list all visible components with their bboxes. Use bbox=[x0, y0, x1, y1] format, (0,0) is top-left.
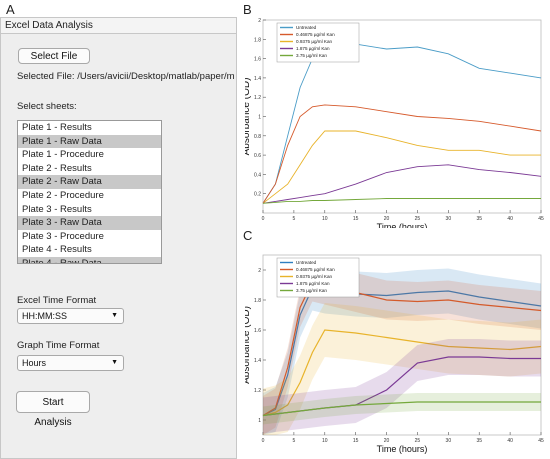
panel-letter-a: A bbox=[6, 2, 15, 17]
sheet-list-item[interactable]: Plate 1 - Results bbox=[22, 122, 92, 133]
series-line bbox=[262, 198, 541, 204]
y-axis-label: Absorbance (OD) bbox=[245, 306, 252, 384]
x-tick-label: 30 bbox=[446, 216, 452, 222]
x-tick-label: 25 bbox=[415, 216, 421, 222]
y-tick-label: 0.6 bbox=[254, 153, 261, 159]
excel-time-format-dropdown[interactable]: HH:MM:SS ▼ bbox=[17, 308, 124, 324]
chart-b: 0 5 10 15 20 25 30 35 40 45 0.2 0.4 0.6 0.8 1 1.2 1.4 1.6… bbox=[245, 18, 544, 228]
panel-letter-c: C bbox=[243, 228, 253, 243]
y-tick-label: 1.8 bbox=[254, 298, 261, 304]
sheet-list-item[interactable]: Plate 2 - Procedure bbox=[22, 189, 104, 201]
series-band bbox=[263, 339, 541, 434]
triangle-down-icon: ▼ bbox=[111, 359, 118, 366]
chart-c: 0 5 10 15 20 25 30 35 40 45 1 1.2 1.4 1.6 1.8 2 Time (ho… bbox=[245, 254, 544, 454]
select-file-button[interactable]: Select File bbox=[18, 48, 90, 64]
series-line bbox=[262, 104, 542, 204]
legend: Untreated 0.46875 µg/ml Kan 0.9375 µg/ml K… bbox=[276, 257, 360, 298]
y-tick-label: 1.6 bbox=[254, 57, 261, 63]
y-tick-label: 1.2 bbox=[254, 95, 261, 101]
y-tick-label: 1.4 bbox=[254, 358, 261, 364]
series-line bbox=[262, 329, 542, 417]
series-band bbox=[263, 265, 541, 435]
start-analysis-button[interactable]: Start Analysis bbox=[16, 391, 90, 428]
series-band bbox=[263, 262, 541, 435]
y-tick-label: 0.8 bbox=[254, 134, 261, 140]
legend-label: Untreated bbox=[296, 260, 317, 265]
triangle-down-icon: ▼ bbox=[111, 312, 118, 319]
panel-letter-b: B bbox=[243, 2, 252, 17]
x-tick-label: 10 bbox=[322, 438, 328, 444]
x-tick-label: 20 bbox=[384, 438, 390, 444]
y-tick-label: 2 bbox=[258, 18, 261, 24]
sheet-list-item[interactable]: Plate 4 - Raw Data bbox=[18, 256, 161, 263]
x-tick-label: 5 bbox=[292, 438, 295, 444]
y-tick-label: 1 bbox=[258, 418, 261, 424]
x-tick-label: 35 bbox=[476, 438, 482, 444]
x-tick-label: 5 bbox=[292, 216, 295, 222]
window-title: Excel Data Analysis bbox=[1, 18, 236, 34]
selected-file-text: Selected File: /Users/avicii/Desktop/mat… bbox=[17, 71, 235, 82]
sheet-list-item[interactable]: Plate 3 - Results bbox=[22, 203, 92, 215]
x-axis-label: Time (hours) bbox=[377, 444, 428, 454]
x-tick-label: 15 bbox=[353, 216, 359, 222]
legend-label: Untreated bbox=[296, 25, 317, 30]
series-line bbox=[262, 130, 541, 204]
series-band bbox=[263, 393, 541, 425]
legend-label: 0.46875 µg/ml Kan bbox=[296, 267, 335, 272]
series-line bbox=[262, 401, 541, 417]
select-sheets-label: Select sheets: bbox=[17, 101, 77, 112]
sheet-list-item[interactable]: Plate 1 - Procedure bbox=[22, 149, 104, 161]
x-tick-label: 40 bbox=[507, 216, 513, 222]
x-tick-label: 25 bbox=[415, 438, 421, 444]
x-tick-label: 10 bbox=[322, 216, 328, 222]
y-tick-label: 1.8 bbox=[254, 37, 261, 43]
graph-time-format-label: Graph Time Format bbox=[17, 340, 100, 351]
sheet-list-item[interactable]: Plate 1 - Raw Data bbox=[18, 134, 161, 149]
legend-label: 1.875 µg/ml Kan bbox=[296, 46, 330, 51]
y-tick-label: 2 bbox=[258, 268, 261, 274]
sheet-list-item[interactable]: Plate 4 - Results bbox=[22, 244, 92, 256]
y-tick-label: 0.2 bbox=[254, 192, 261, 198]
legend-label: 3.75 µg/ml Kan bbox=[296, 53, 327, 58]
x-tick-label: 45 bbox=[538, 438, 544, 444]
series-band bbox=[263, 303, 541, 435]
y-axis-label: Absorbance (OD) bbox=[245, 78, 252, 156]
excel-time-format-value: HH:MM:SS bbox=[22, 311, 67, 321]
sheet-list-item[interactable]: Plate 2 - Results bbox=[22, 162, 92, 174]
legend-label: 0.9375 µg/ml Kan bbox=[296, 39, 333, 44]
x-tick-label: 40 bbox=[507, 438, 513, 444]
legend-label: 0.9375 µg/ml Kan bbox=[296, 274, 333, 279]
graph-time-format-value: Hours bbox=[22, 358, 47, 368]
series-line bbox=[262, 164, 542, 204]
legend-label: 1.875 µg/ml Kan bbox=[296, 281, 330, 286]
y-tick-label: 0.4 bbox=[254, 172, 261, 178]
sheet-list[interactable]: Plate 1 - Results Plate 1 - Raw Data Plate… bbox=[17, 120, 162, 264]
graph-time-format-dropdown[interactable]: Hours ▼ bbox=[17, 355, 124, 371]
x-tick-label: 20 bbox=[384, 216, 390, 222]
x-tick-label: 0 bbox=[262, 216, 265, 222]
x-tick-label: 0 bbox=[262, 438, 265, 444]
excel-time-format-label: Excel Time Format bbox=[17, 295, 97, 306]
x-tick-label: 35 bbox=[476, 216, 482, 222]
x-tick-label: 30 bbox=[446, 438, 452, 444]
legend-label: 0.46875 µg/ml Kan bbox=[296, 32, 335, 37]
x-tick-label: 45 bbox=[538, 216, 544, 222]
x-tick-label: 15 bbox=[353, 438, 359, 444]
app-window: Excel Data Analysis Select File Selected… bbox=[0, 17, 237, 459]
x-axis-label: Time (hours) bbox=[377, 222, 428, 228]
legend: Untreated 0.46875 µg/ml Kan 0.9375 µg/ml K… bbox=[276, 22, 360, 63]
sheet-list-item[interactable]: Plate 3 - Raw Data bbox=[18, 216, 161, 230]
y-tick-label: 1.6 bbox=[254, 328, 261, 334]
y-tick-label: 1.4 bbox=[254, 76, 261, 82]
sheet-list-item[interactable]: Plate 3 - Procedure bbox=[22, 230, 104, 242]
sheet-list-item[interactable]: Plate 2 - Raw Data bbox=[18, 175, 161, 189]
y-tick-label: 1 bbox=[258, 115, 261, 121]
legend-label: 3.75 µg/ml Kan bbox=[296, 288, 327, 293]
y-tick-label: 1.2 bbox=[254, 388, 261, 394]
